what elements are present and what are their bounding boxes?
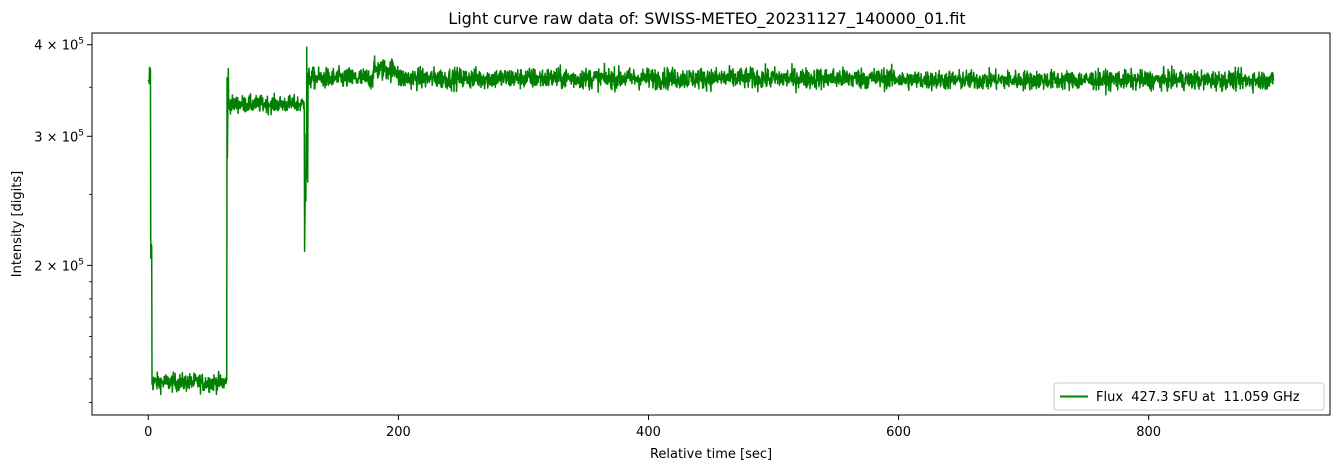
- legend: Flux 427.3 SFU at 11.059 GHz: [1053, 382, 1325, 411]
- legend-label-flux: Flux 427.3 SFU at 11.059 GHz: [1096, 390, 1300, 405]
- x-tick-label: 600: [886, 425, 911, 440]
- legend-box: [1053, 382, 1325, 411]
- x-axis-label: Relative time [sec]: [650, 447, 772, 462]
- series-line-flux: [147, 46, 1275, 396]
- y-tick-label: 3 × 105: [34, 128, 84, 145]
- x-tick-label: 0: [144, 425, 152, 440]
- y-axis: 2 × 105 3 × 105 4 × 105: [34, 37, 92, 403]
- y-axis-label: Intensity [digits]: [10, 171, 25, 277]
- x-axis: 0 200 400 600 800: [144, 415, 1161, 440]
- chart-title: Light curve raw data of: SWISS-METEO_202…: [448, 9, 965, 29]
- plot-area: [91, 32, 1331, 416]
- plot-frame: [91, 32, 1331, 416]
- y-tick-label: 4 × 105: [34, 37, 84, 54]
- x-tick-label: 800: [1136, 425, 1161, 440]
- y-tick-label: 2 × 105: [34, 257, 84, 274]
- x-tick-label: 200: [386, 425, 411, 440]
- x-tick-label: 400: [636, 425, 661, 440]
